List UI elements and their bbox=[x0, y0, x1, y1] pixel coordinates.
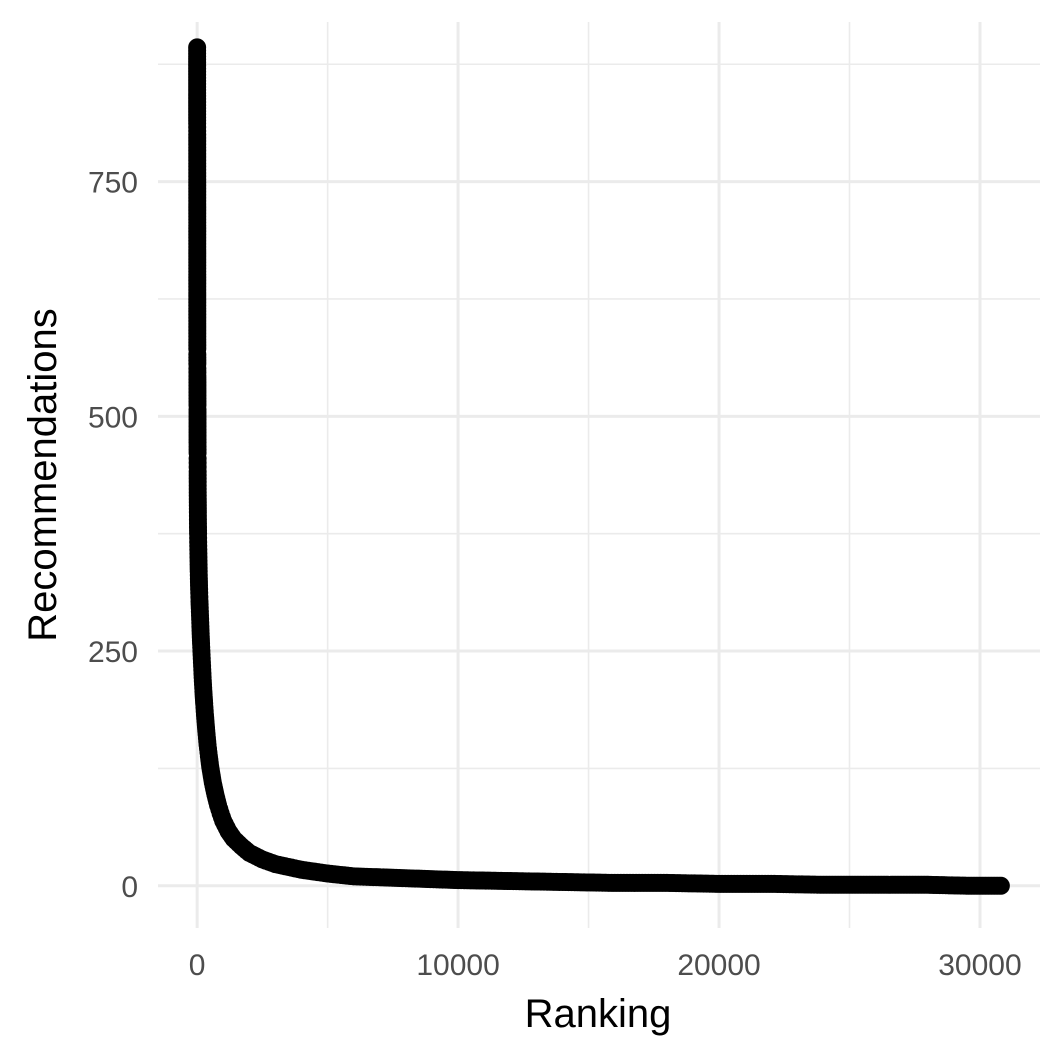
y-tick-label: 250 bbox=[88, 636, 138, 669]
data-point bbox=[318, 864, 337, 883]
data-point bbox=[188, 373, 207, 392]
y-axis-tick-labels: 0 250 500 750 bbox=[88, 167, 138, 904]
x-tick-label: 20000 bbox=[677, 949, 760, 982]
data-point bbox=[195, 705, 214, 724]
data-point bbox=[553, 872, 572, 891]
x-axis-tick-labels: 0 10000 20000 30000 bbox=[189, 949, 1022, 982]
data-point bbox=[188, 125, 207, 144]
data-point bbox=[605, 873, 624, 892]
data-point bbox=[657, 873, 676, 892]
data-point bbox=[188, 38, 207, 57]
data-point bbox=[344, 867, 363, 886]
data-point bbox=[370, 868, 389, 887]
minor-gridlines bbox=[158, 22, 1040, 928]
y-axis-title: Recommendations bbox=[21, 308, 65, 642]
data-point bbox=[266, 855, 285, 874]
data-point bbox=[991, 876, 1010, 895]
data-point bbox=[710, 874, 729, 893]
y-tick-label: 0 bbox=[121, 871, 138, 904]
y-tick-label: 500 bbox=[88, 401, 138, 434]
data-point bbox=[762, 874, 781, 893]
data-point bbox=[449, 871, 468, 890]
x-axis-title: Ranking bbox=[525, 992, 672, 1036]
y-tick-label: 750 bbox=[88, 167, 138, 200]
data-point bbox=[193, 668, 212, 687]
data-point bbox=[814, 875, 833, 894]
data-point bbox=[866, 875, 885, 894]
data-point bbox=[292, 860, 311, 879]
data-point bbox=[201, 757, 220, 776]
data-points bbox=[188, 38, 1010, 895]
data-point bbox=[188, 400, 207, 419]
major-gridlines bbox=[158, 22, 1040, 928]
data-point bbox=[501, 872, 520, 891]
x-tick-label: 30000 bbox=[938, 949, 1021, 982]
x-tick-label: 10000 bbox=[416, 949, 499, 982]
data-point bbox=[197, 721, 216, 740]
data-point bbox=[188, 277, 207, 296]
data-point bbox=[918, 875, 937, 894]
data-point bbox=[396, 869, 415, 888]
data-point bbox=[188, 462, 207, 481]
data-point bbox=[957, 876, 976, 895]
x-tick-label: 0 bbox=[189, 949, 206, 982]
data-point bbox=[188, 173, 207, 192]
